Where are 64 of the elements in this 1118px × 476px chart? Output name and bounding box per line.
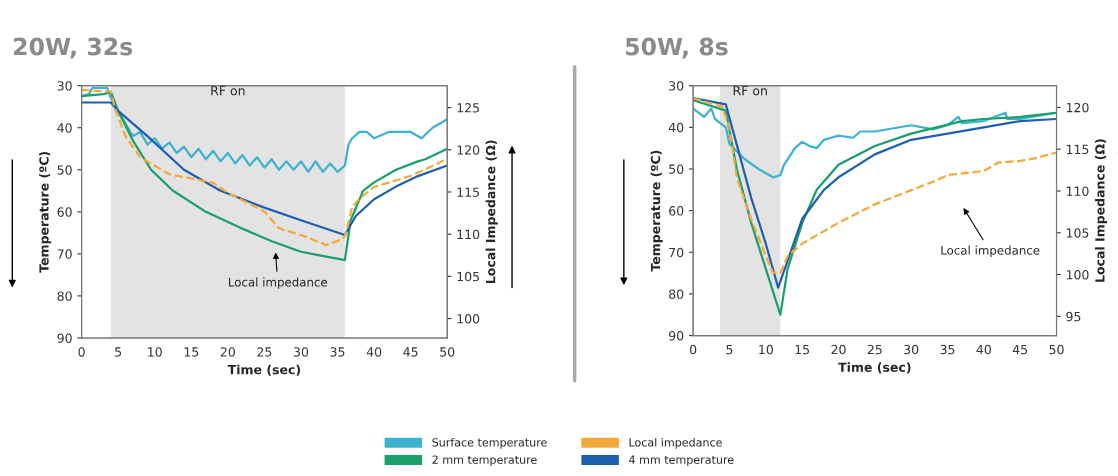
- y2-axis-title: Local Impedance (Ω): [1094, 139, 1108, 282]
- y2-axis-title: Local Impedance (Ω): [485, 140, 498, 284]
- x-tick-label: 5: [115, 347, 122, 357]
- y-tick-label: 30: [57, 81, 72, 91]
- y2-tick-label: 100: [1066, 270, 1089, 280]
- y2-tick-label: 100: [457, 314, 480, 324]
- x-tick-label: 45: [403, 347, 418, 357]
- y-tick-label: 60: [669, 206, 684, 216]
- y-tick-label: 70: [669, 247, 684, 258]
- y2-tick-label: 120: [1066, 102, 1089, 113]
- x-tick-label: 10: [148, 347, 162, 357]
- y2-tick-label: 110: [1066, 186, 1089, 196]
- x-tick-label: 40: [976, 344, 991, 355]
- annotation: Local impedance: [229, 277, 328, 289]
- x-axis-title: Time (sec): [838, 362, 911, 374]
- x-tick-label: 20: [831, 344, 846, 355]
- y-axis-title: Temperature (ºC): [650, 150, 663, 272]
- x-tick-label: 40: [366, 347, 382, 357]
- chart-title: 20W, 32s: [14, 37, 133, 59]
- legend-label: Local impedance: [629, 437, 722, 449]
- x-tick-label: 25: [257, 347, 272, 357]
- x-tick-label: 10: [759, 344, 773, 355]
- x-tick-label: 15: [184, 347, 199, 357]
- y2-tick-label: 105: [457, 271, 479, 282]
- x-tick-label: 0: [78, 347, 85, 357]
- x-tick-label: 50: [1049, 344, 1064, 355]
- y-tick-label: 40: [668, 122, 684, 133]
- y-tick-label: 30: [669, 81, 684, 91]
- y-tick-label: 50: [669, 164, 684, 174]
- legend-label: 4 mm temperature: [629, 455, 734, 466]
- y2-tick-label: 125: [457, 103, 479, 113]
- legend-label: Surface temperature: [432, 437, 547, 449]
- y-tick-label: 90: [669, 331, 684, 341]
- x-tick-label: 30: [293, 347, 309, 357]
- y-tick-label: 80: [57, 291, 72, 301]
- x-tick-label: 5: [726, 344, 733, 355]
- y2-tick-label: 105: [1066, 228, 1089, 238]
- band-label: RF on: [211, 86, 245, 96]
- y-tick-label: 70: [57, 249, 72, 259]
- x-tick-label: 25: [867, 344, 882, 355]
- x-axis-title: Time (sec): [227, 364, 301, 376]
- y2-tick-label: 95: [1066, 311, 1081, 322]
- x-tick-label: 35: [330, 347, 345, 357]
- x-tick-label: 45: [1012, 344, 1028, 355]
- x-tick-label: 0: [690, 344, 697, 355]
- y-tick-label: 60: [57, 207, 72, 217]
- annotation: Local impedance: [941, 245, 1040, 258]
- y2-tick-label: 110: [457, 229, 480, 240]
- x-tick-label: 20: [220, 347, 235, 357]
- x-tick-label: 15: [795, 344, 810, 355]
- y2-tick-label: 115: [457, 187, 479, 197]
- y2-tick-label: 115: [1066, 144, 1089, 155]
- y2-tick-label: 120: [457, 145, 480, 155]
- x-tick-label: 30: [904, 344, 919, 355]
- y-axis-title: Temperature (ºC): [39, 151, 52, 273]
- y-tick-label: 90: [57, 333, 72, 343]
- legend-label: 2 mm temperature: [432, 455, 537, 466]
- y-tick-label: 80: [669, 289, 684, 299]
- y-tick-label: 50: [57, 165, 72, 175]
- x-tick-label: 35: [940, 344, 955, 355]
- band-label: RF on: [733, 86, 767, 96]
- y-tick-label: 40: [57, 123, 72, 133]
- x-tick-label: 50: [440, 347, 455, 357]
- chart-title: 50W, 8s: [625, 37, 728, 59]
